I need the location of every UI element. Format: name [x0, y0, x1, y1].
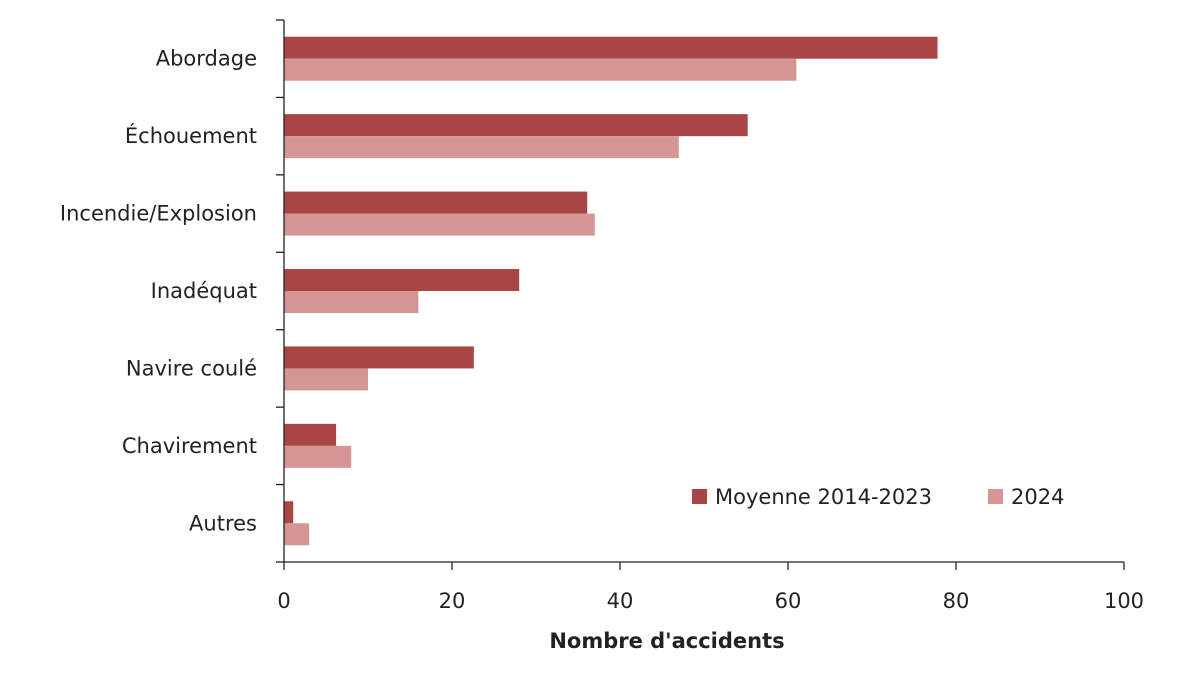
x-tick-label: 60 [775, 589, 802, 613]
bar-moyenne-4 [284, 346, 474, 369]
category-label: Autres [189, 511, 257, 535]
legend-label-series-2: 2024 [1011, 485, 1064, 509]
category-labels: Abordage Échouement Incendie/Explosion Inad… [60, 47, 257, 536]
bar-moyenne-0 [284, 36, 938, 59]
category-label: Navire coulé [126, 356, 257, 380]
y-ticks [276, 19, 284, 563]
legend-label-series-1: Moyenne 2014-2023 [715, 485, 932, 509]
bar-moyenne-3 [284, 269, 520, 291]
category-label: Inadéquat [151, 279, 257, 303]
bars-group [284, 36, 938, 546]
bar-moyenne-1 [284, 114, 748, 137]
category-label: Échouement [125, 123, 257, 148]
category-label: Abordage [156, 47, 257, 71]
category-label: Chavirement [122, 434, 257, 458]
bar-annee-6 [284, 523, 310, 546]
x-tick-label: 80 [943, 589, 970, 613]
x-tick-label: 20 [439, 589, 466, 613]
x-ticks: 0 20 40 60 80 100 [277, 562, 1144, 613]
bar-moyenne-5 [284, 423, 337, 446]
bar-annee-5 [284, 445, 352, 468]
bar-moyenne-6 [284, 501, 294, 524]
bar-annee-4 [284, 368, 368, 391]
bar-annee-3 [284, 291, 419, 313]
axes-group [283, 20, 1124, 563]
x-tick-label: 0 [277, 589, 290, 613]
bar-annee-0 [284, 58, 797, 81]
x-tick-label: 100 [1104, 589, 1144, 613]
x-axis-title: Nombre d'accidents [549, 629, 784, 653]
bar-moyenne-2 [284, 191, 588, 214]
bar-annee-1 [284, 136, 679, 159]
x-tick-label: 40 [607, 589, 634, 613]
legend-swatch-series-2 [988, 489, 1003, 504]
legend-swatch-series-1 [692, 489, 707, 504]
category-label: Incendie/Explosion [60, 202, 257, 226]
bar-annee-2 [284, 213, 595, 236]
legend: Moyenne 2014-2023 2024 [692, 485, 1064, 509]
